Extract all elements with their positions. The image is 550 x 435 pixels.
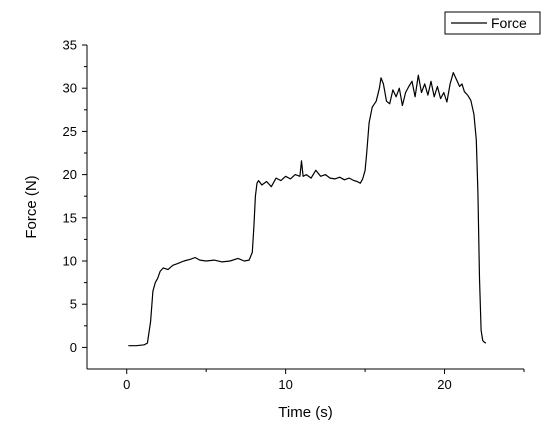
y-tick-label: 25 <box>63 124 77 139</box>
y-tick-label: 5 <box>70 297 77 312</box>
y-tick-label: 10 <box>63 254 77 269</box>
x-tick-label: 0 <box>123 377 130 392</box>
series-line-force <box>128 71 487 347</box>
y-tick-label: 30 <box>63 81 77 96</box>
y-axis-title: Force (N) <box>23 175 40 238</box>
legend-label-force: Force <box>491 15 527 31</box>
y-tick-label: 20 <box>63 167 77 182</box>
axes <box>86 45 524 370</box>
ticks: 0 5 10 15 20 25 30 35 0 10 20 <box>63 38 525 392</box>
legend: Force <box>444 11 541 35</box>
y-tick-label: 35 <box>63 38 77 53</box>
x-tick-label: 10 <box>278 377 292 392</box>
x-axis-title: Time (s) <box>278 404 332 421</box>
x-tick-label: 20 <box>437 377 451 392</box>
y-tick-label: 15 <box>63 210 77 225</box>
y-tick-label: 0 <box>70 340 77 355</box>
legend-box <box>444 11 541 35</box>
